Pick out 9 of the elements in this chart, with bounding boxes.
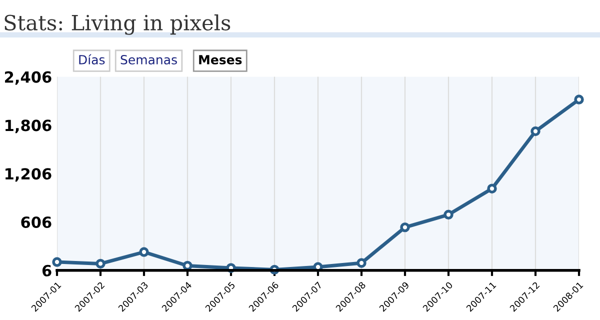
y-tick-label: 1,206: [6, 168, 52, 182]
chart-title: Stats: Living in pixels: [4, 14, 230, 35]
y-tick-label: 606: [21, 216, 52, 228]
text: Días: [79, 54, 105, 64]
y-tick-label: 2,406: [5, 71, 52, 85]
text: Semanas: [120, 54, 177, 64]
y-tick-label: 6: [42, 264, 52, 276]
text: Meses: [199, 55, 242, 64]
y-tick-label: 1,806: [6, 120, 52, 134]
